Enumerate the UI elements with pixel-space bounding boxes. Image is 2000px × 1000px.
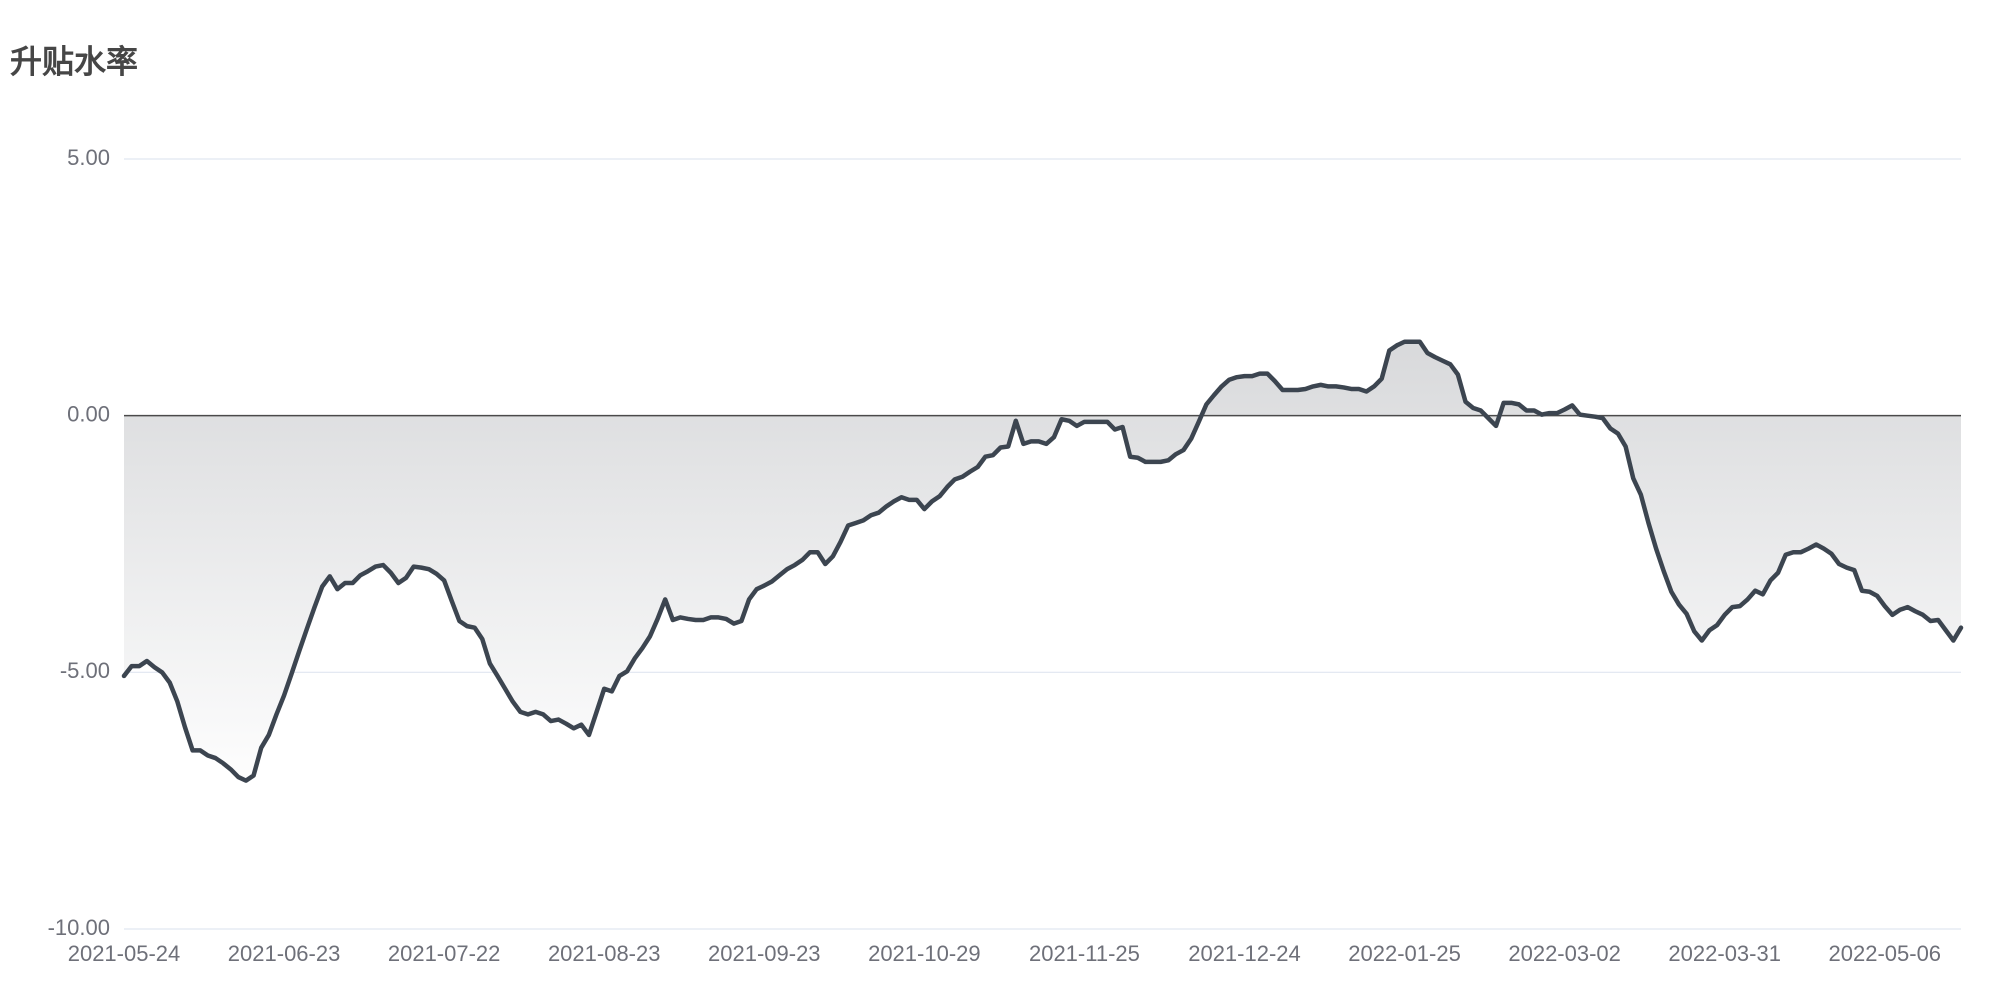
chart-title: 升贴水率 xyxy=(10,43,138,79)
x-tick-label: 2021-12-24 xyxy=(1188,941,1301,966)
x-tick-label: 2021-05-24 xyxy=(68,941,181,966)
line xyxy=(121,339,1964,783)
x-tick-label: 2021-07-22 xyxy=(388,941,501,966)
x-tick-label: 2021-06-23 xyxy=(228,941,341,966)
x-tick-label: 2021-10-29 xyxy=(868,941,981,966)
x-tick-label: 2022-03-31 xyxy=(1668,941,1781,966)
x-tick-label: 2021-08-23 xyxy=(548,941,661,966)
x-tick-label: 2021-09-23 xyxy=(708,941,821,966)
x-tick-label: 2022-03-02 xyxy=(1508,941,1621,966)
y-tick-label: 0.00 xyxy=(67,401,110,426)
y-tick-label: -10.00 xyxy=(48,915,110,940)
x-tick-label: 2022-05-06 xyxy=(1829,941,1942,966)
x-tick-label: 2021-11-25 xyxy=(1029,941,1140,966)
area-fill xyxy=(124,341,1961,781)
y-tick-label: -5.00 xyxy=(60,658,110,683)
x-tick-label: 2022-01-25 xyxy=(1348,941,1461,966)
y-tick-label: 5.00 xyxy=(67,145,110,170)
